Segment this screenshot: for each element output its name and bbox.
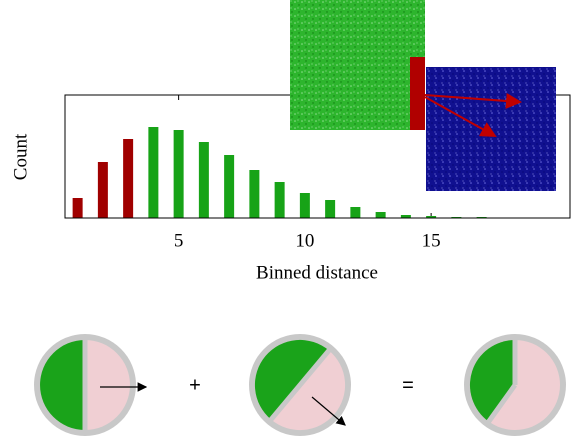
x-tick-label: 5	[174, 230, 184, 251]
circle-diagram	[249, 334, 351, 436]
figure: 5 10 15 Count Binned distance + =	[0, 0, 576, 445]
bar	[376, 212, 386, 218]
bar	[174, 130, 184, 218]
circle-diagram	[34, 334, 146, 436]
circle-diagram	[464, 334, 566, 436]
blue-cloud	[426, 67, 556, 191]
red-strip	[410, 57, 425, 130]
bar	[73, 198, 83, 218]
y-axis-label: Count	[10, 133, 31, 180]
x-tick-label: 10	[295, 230, 314, 251]
bar	[199, 142, 209, 218]
bar	[350, 207, 360, 218]
bar	[275, 182, 285, 218]
bar	[148, 127, 158, 218]
bar	[300, 193, 310, 218]
bar	[224, 155, 234, 218]
x-axis-label: Binned distance	[256, 262, 378, 283]
bar	[325, 200, 335, 218]
green-cloud	[290, 0, 425, 130]
plus-sign: +	[189, 374, 201, 396]
bar	[249, 170, 259, 218]
bar	[98, 162, 108, 218]
bar	[123, 139, 133, 218]
inset-images	[290, 0, 556, 191]
equals-sign: =	[402, 374, 414, 396]
x-tick-label: 15	[422, 230, 441, 251]
